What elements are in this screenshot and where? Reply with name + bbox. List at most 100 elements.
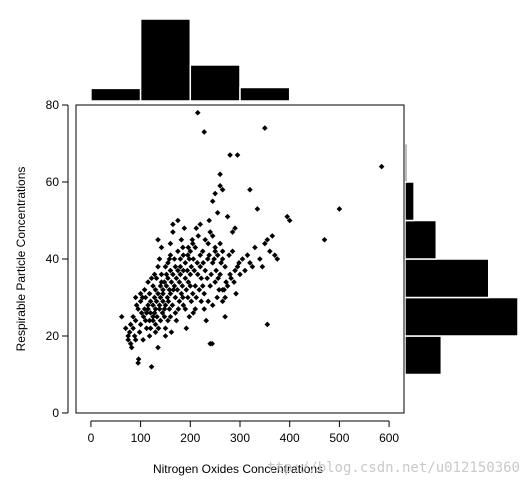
scatter-point [164, 294, 171, 301]
x-tick-label: 300 [230, 431, 250, 445]
scatter-point [135, 306, 141, 312]
scatter-point [175, 217, 181, 224]
scatter-point [192, 244, 199, 251]
scatter-point [222, 313, 228, 320]
scatter-point [163, 283, 170, 289]
plot-frame [75, 104, 405, 414]
scatter-point [153, 298, 160, 305]
scatter-point [139, 294, 146, 301]
scatter-point [188, 263, 195, 270]
scatter-point [203, 317, 210, 324]
scatter-point [162, 263, 169, 270]
right-histogram-bar [404, 104, 407, 145]
scatter-point [190, 256, 197, 262]
y-tick-label: 40 [46, 252, 60, 266]
scatter-point [140, 337, 146, 343]
top-histogram-bar [239, 86, 291, 102]
scatter-point [151, 310, 158, 316]
scatter-point [191, 267, 198, 274]
scatter-point [153, 275, 160, 282]
scatter-point [177, 263, 184, 270]
y-tick-label: 0 [52, 406, 59, 420]
scatter-point [175, 306, 182, 312]
scatter-point [216, 287, 222, 293]
scatter-point [247, 260, 253, 266]
top-histogram-bar [189, 64, 241, 102]
scatter-point [233, 290, 239, 297]
scatter-point [151, 271, 158, 278]
scatter-point [189, 236, 196, 243]
scatter-point [176, 298, 183, 305]
scatter-point [151, 294, 158, 301]
scatter-point [136, 329, 143, 335]
scatter-point [170, 221, 176, 228]
scatter-point [199, 248, 206, 255]
scatter-point [200, 260, 207, 266]
scatter-point [224, 283, 231, 289]
scatter-point [167, 252, 174, 258]
scatter-point [156, 256, 163, 262]
scatter-point [264, 321, 271, 328]
right-histogram-bar [404, 181, 415, 222]
scatter-point [158, 244, 165, 251]
scatter-point [142, 317, 149, 324]
scatter-point [193, 294, 200, 301]
scatter-point [145, 302, 151, 308]
scatter-point [182, 306, 189, 312]
scatter-point [198, 275, 205, 282]
scatter-point [224, 213, 231, 220]
scatter-point [132, 337, 139, 343]
scatter-point [148, 364, 155, 370]
scatter-point [172, 310, 179, 316]
scatter-point [188, 298, 195, 305]
scatter-point [209, 340, 215, 347]
scatter-point [212, 279, 218, 285]
x-axis: 0 100 200 300 400 500 600 [88, 420, 399, 445]
x-tick-label: 500 [329, 431, 349, 445]
x-axis-label: Nitrogen Oxides Concentrations [153, 462, 323, 476]
scatter-point [192, 306, 199, 312]
right-histogram-bar [404, 258, 490, 299]
scatter-point [147, 325, 154, 332]
scatter-point [197, 263, 204, 270]
scatter-point [141, 287, 148, 293]
scatter-point [157, 317, 164, 324]
scatter-point [213, 267, 219, 274]
scatter-point [229, 248, 236, 255]
y-tick-label: 20 [46, 329, 60, 343]
scatter-point [201, 129, 208, 135]
scatter-point [214, 252, 221, 258]
x-tick-label: 100 [131, 431, 151, 445]
scatter-point [196, 287, 203, 293]
scatter-point [212, 190, 218, 197]
scatter-point [180, 302, 187, 308]
scatter-point [156, 306, 163, 312]
scatter-point [202, 236, 209, 243]
scatter-point [177, 271, 184, 278]
scatter-point [168, 329, 175, 335]
scatter-point [180, 294, 186, 301]
scatter-point [195, 233, 202, 239]
scatter-point [147, 298, 154, 305]
scatter-point [201, 306, 208, 312]
scatter-point [262, 240, 268, 247]
scatter-point [143, 325, 150, 332]
scatter-point [219, 186, 226, 193]
scatter-point [174, 287, 181, 293]
scatter-point [198, 298, 205, 305]
scatter-point [209, 302, 216, 308]
scatter-point [140, 313, 147, 320]
scatter-point [274, 256, 281, 262]
scatter-point [157, 294, 164, 301]
scatter-point [158, 279, 165, 285]
scatter-point [269, 233, 276, 239]
scatter-point [166, 287, 173, 293]
scatter-point [183, 287, 190, 293]
scatter-point [222, 294, 228, 301]
scatter-point [118, 313, 125, 320]
scatter-point [194, 109, 201, 116]
scatter-point [135, 356, 142, 362]
scatter-point [207, 229, 213, 235]
scatter-point [244, 252, 251, 258]
